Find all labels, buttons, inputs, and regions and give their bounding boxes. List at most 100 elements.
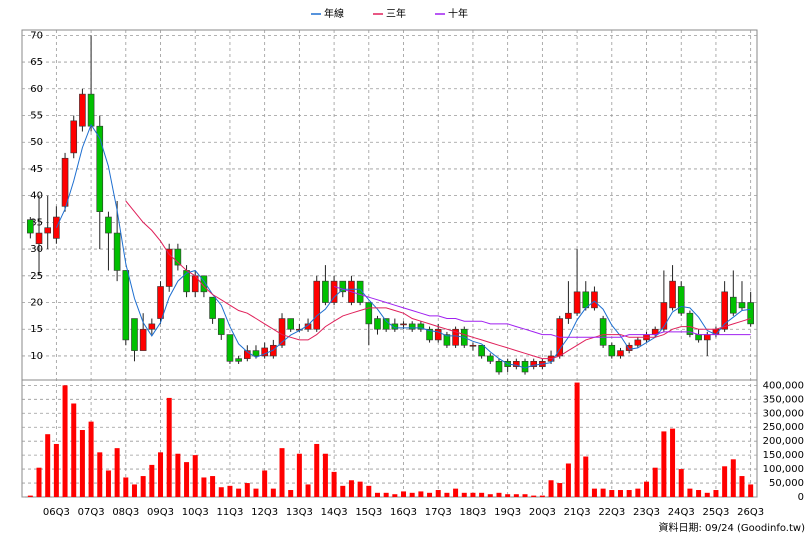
candle-body [278,318,286,346]
volume-bar [496,492,502,497]
x-tick-label: 16Q3 [390,507,417,518]
y2-tick-label: 400,000 [763,380,804,391]
y2-tick-label: 250,000 [763,422,804,433]
candle-body [382,318,390,330]
volume-bar [626,490,632,497]
volume-bar [722,466,728,497]
volume-bar [192,455,198,497]
volume-bar [253,488,259,497]
candle-body [417,323,425,330]
volume-bar [583,456,589,497]
volume-bar [348,480,354,497]
volume-bar [591,488,597,497]
volume-bar [279,448,285,497]
candle-body [521,360,529,373]
candle-body [70,120,78,154]
volume-bar [270,488,276,497]
candle-body [261,347,268,357]
candle-body [200,275,208,293]
candle-body [96,125,104,212]
candle-body [139,328,147,351]
candle-body [79,93,86,127]
volume-bar [62,385,68,497]
volume-bar [140,476,146,497]
volume-bar [713,490,719,497]
candle-body [478,344,485,357]
volume-bar [444,492,450,497]
volume-bar [340,485,346,497]
volume-bar [644,481,650,497]
y2-tick-label: 50,000 [769,478,804,489]
candle-body [391,323,399,330]
candle-body [157,286,164,319]
x-tick-label: 22Q3 [598,507,625,518]
volume-bar [201,477,207,497]
y2-tick-label: 100,000 [763,464,804,475]
candle-body [131,318,138,351]
volume-bar [357,481,363,497]
y-tick-label: 20 [30,298,43,309]
candle-body [434,328,442,341]
volume-bar [288,490,294,497]
candle-body [452,328,459,346]
volume-bar [262,470,268,497]
volume-bar [505,494,511,497]
candle-body [122,270,130,341]
candle-body [330,280,338,303]
volume-bar [539,495,545,497]
candle-body [287,318,294,330]
y-tick-label: 15 [30,324,43,335]
candle-body [695,334,702,341]
volume-bar [322,453,328,497]
y-tick-label: 70 [30,30,43,41]
volume-bar [531,495,537,497]
source-note: 資料日期: 09/24 (Goodinfo.tw) [658,521,805,534]
volume-bar [574,382,580,497]
volume-bar [652,467,658,497]
candle-body [487,355,494,362]
y2-tick-label: 150,000 [763,450,804,461]
candle-body [608,344,616,357]
volume-bar [331,471,337,497]
volume-bar [513,494,519,497]
candle-body [582,291,590,309]
candle-body [408,323,416,330]
candle-body [339,280,347,293]
candle-body [87,93,95,127]
candle-body [617,350,624,357]
candle-body [634,339,642,346]
volume-bar [45,434,51,497]
volume-bar [366,485,372,497]
candle-body [244,350,251,359]
candle-body [443,334,451,346]
candle-body [747,302,754,325]
volume-bar [696,490,702,497]
volume-bar [236,488,242,497]
volume-bar [175,453,181,497]
volume-bar [704,492,710,497]
volume-bar [27,495,33,497]
volume-bar [314,443,320,497]
x-tick-label: 14Q3 [321,507,348,518]
candle-body [721,291,728,330]
candle-body [660,302,668,330]
candle-body [573,291,581,314]
volume-bar [166,397,172,497]
candle-body [400,323,407,326]
volume-bar [296,453,302,497]
volume-bar [661,431,667,497]
candle-body [113,232,121,271]
y2-tick-label: 200,000 [763,436,804,447]
candle-body [105,216,112,234]
volume-bar [609,490,615,497]
volume-bar [635,488,641,497]
legend-label: 三年 [386,7,406,20]
volume-bar [409,492,415,497]
volume-bar [88,421,94,497]
volume-bar [435,490,441,497]
candle-body [513,360,520,367]
candle-body [209,296,216,319]
candle-body [686,312,694,335]
candle-body [625,344,633,351]
candle-body [565,312,572,319]
